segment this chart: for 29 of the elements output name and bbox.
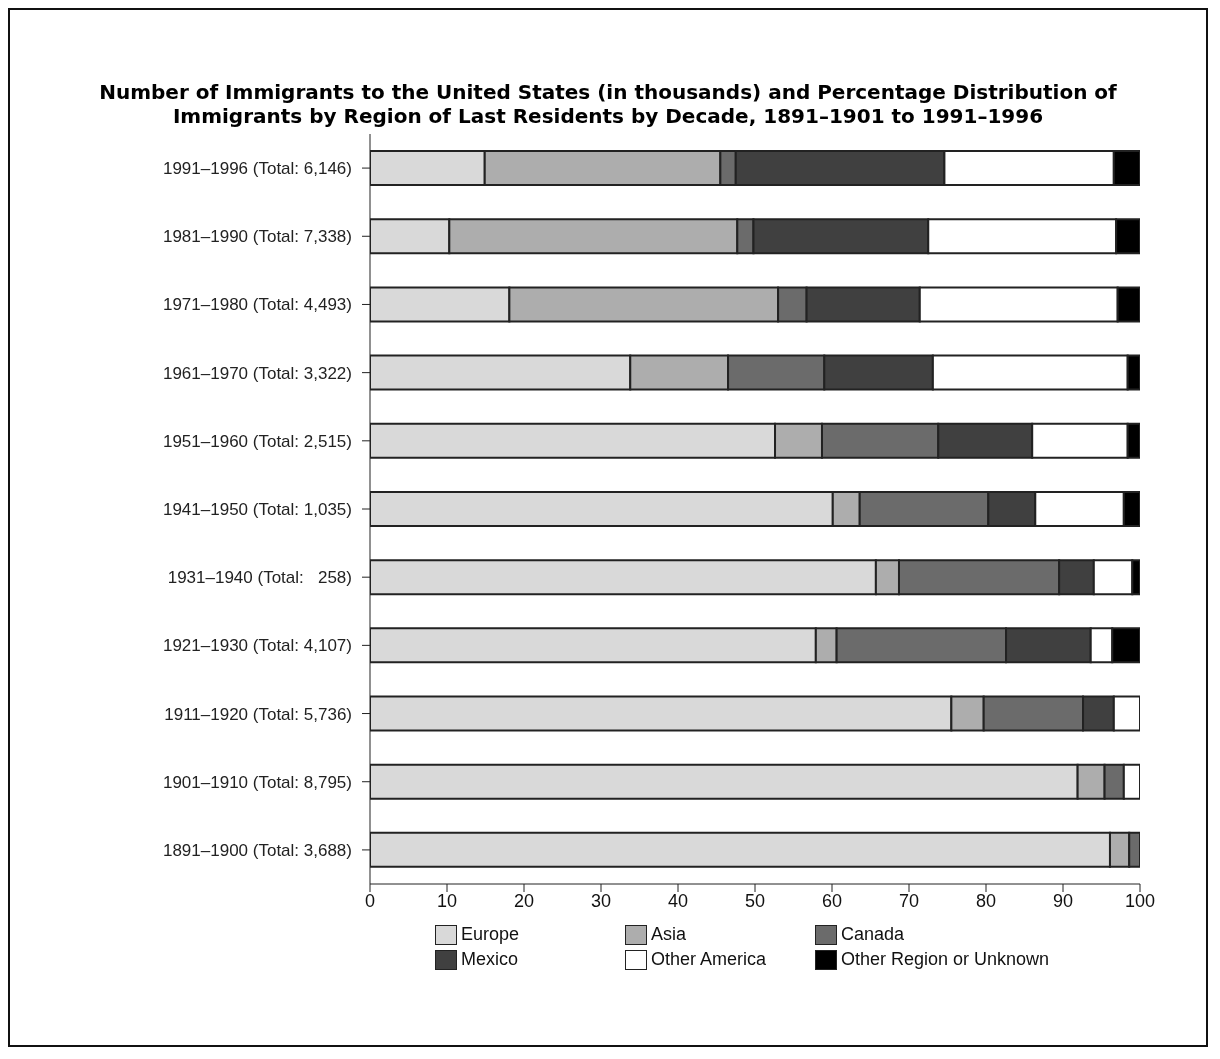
y-tick-label: 1891–1900 (Total: 3,688) <box>162 840 352 860</box>
x-tick-label: 80 <box>975 890 997 911</box>
y-tick-label: 1971–1980 (Total: 4,493) <box>162 295 352 315</box>
x-tick-label: 20 <box>513 890 535 911</box>
x-tick-label: 30 <box>590 890 612 911</box>
x-tick-label: 40 <box>667 890 689 911</box>
legend-label: Other America <box>651 949 767 970</box>
y-tick-label: 1991–1996 (Total: 6,146) <box>162 159 352 179</box>
x-tick-label: 90 <box>1052 890 1074 911</box>
legend-label: Other Region or Unknown <box>841 949 1050 970</box>
y-tick-label: 1901–1910 (Total: 8,795) <box>162 772 352 792</box>
chart-title: Number of Immigrants to the United States (in thousands) and Percentage Distribution of Immigrants by Region of Last Residents by Decade, 1891–1901 to 1991–1996 <box>98 80 1118 128</box>
y-tick-label: 1941–1950 (Total: 1,035) <box>162 500 352 519</box>
y-tick-label: 1921–1930 (Total: 4,107) <box>162 636 352 656</box>
x-tick-label: 0 <box>364 890 376 911</box>
y-tick-label: 1961–1970 (Total: 3,322) <box>162 363 352 383</box>
legend-label: Mexico <box>461 949 519 970</box>
x-tick-label: 70 <box>898 890 920 911</box>
y-tick-label: 1931–1940 (Total: 258) <box>167 568 352 588</box>
y-tick-label: 1911–1920 (Total: 5,736) <box>164 704 352 724</box>
x-tick-label: 10 <box>436 890 458 911</box>
legend-label: Canada <box>841 924 905 945</box>
legend-label: Asia <box>651 924 687 945</box>
y-tick-label: 1981–1990 (Total: 7,338) <box>162 227 352 247</box>
x-tick-label: 50 <box>744 890 766 911</box>
y-tick-label: 1951–1960 (Total: 2,515) <box>162 431 352 451</box>
x-tick-label: 100 <box>1124 890 1156 911</box>
legend-label: Europe <box>461 924 520 945</box>
x-tick-label: 60 <box>821 890 843 911</box>
